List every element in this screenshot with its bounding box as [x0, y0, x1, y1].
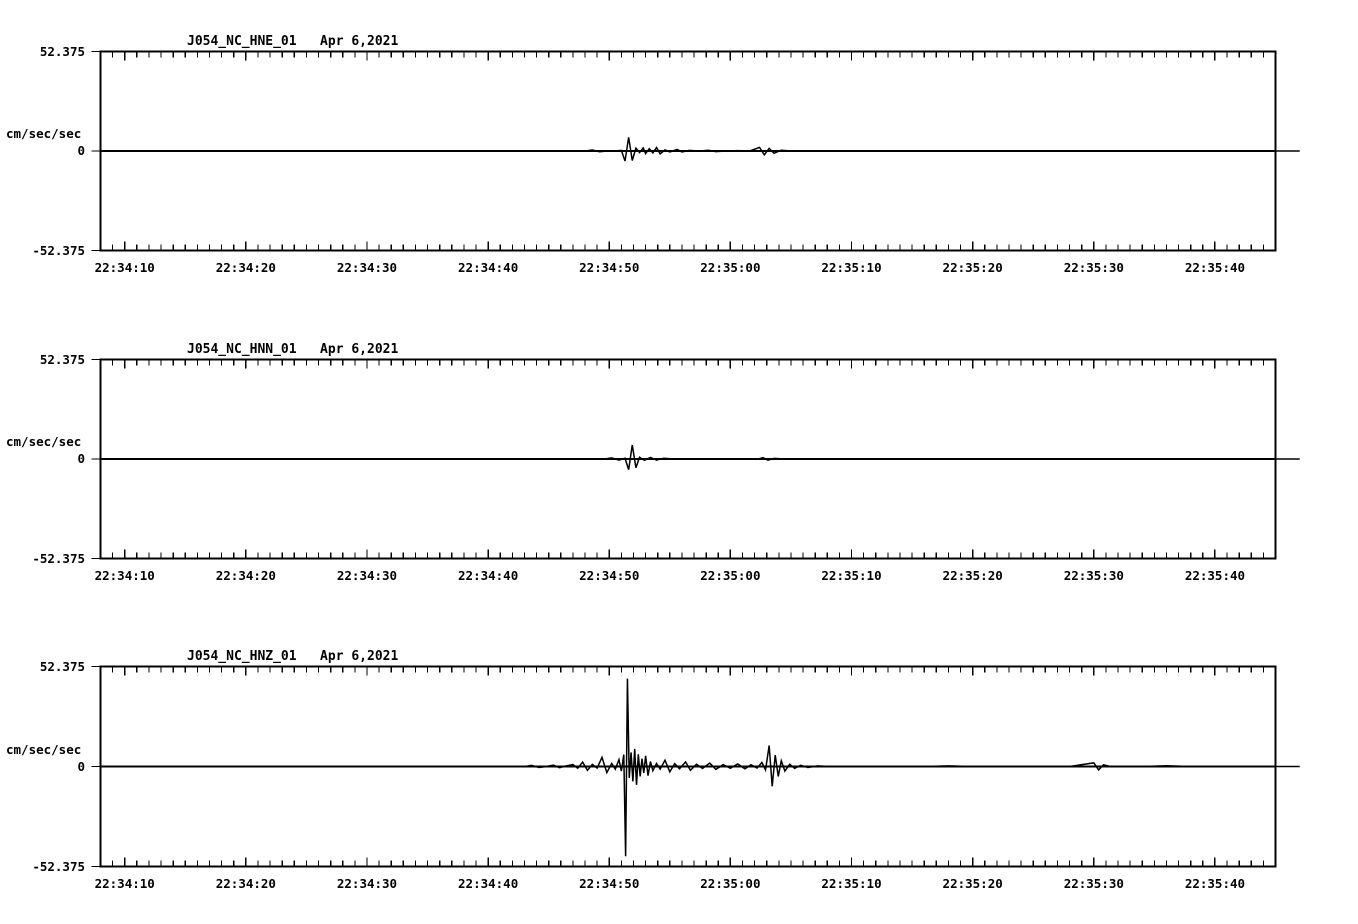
y-tick-label: 52.375 — [39, 658, 85, 674]
y-tick-label: -52.375 — [32, 242, 85, 258]
x-tick-label: 22:34:20 — [215, 875, 276, 891]
x-tick-label: 22:35:00 — [700, 875, 761, 891]
panel-title: J054_NC_HNE_01 Apr 6,2021 — [187, 33, 399, 49]
plot-frame — [99, 358, 1277, 560]
y-tick-label: 52.375 — [39, 351, 85, 367]
x-tick-label: 22:35:30 — [1063, 259, 1124, 275]
x-tick-label: 22:35:10 — [821, 875, 882, 891]
panel-title: J054_NC_HNZ_01 Apr 6,2021 — [187, 648, 399, 664]
x-tick-label: 22:34:30 — [336, 567, 398, 583]
x-tick-label: 22:34:20 — [215, 259, 276, 275]
x-tick-label: 22:35:40 — [1184, 567, 1246, 583]
axis-ticks — [91, 50, 1264, 252]
y-tick-label: -52.375 — [32, 858, 85, 874]
x-tick-label: 22:34:30 — [336, 259, 398, 275]
x-tick-label: 22:34:50 — [579, 567, 640, 583]
x-tick-label: 22:34:40 — [458, 875, 519, 891]
waveform-trace — [124, 137, 1300, 162]
x-tick-label: 22:35:00 — [700, 567, 761, 583]
x-tick-label: 22:34:10 — [94, 567, 155, 583]
x-tick-label: 22:35:40 — [1184, 259, 1246, 275]
y-axis-unit-label: cm/sec/sec — [6, 434, 82, 449]
y-tick-label: 0 — [77, 143, 85, 158]
axis-ticks — [91, 358, 1264, 560]
y-tick-label: 52.375 — [39, 43, 85, 59]
x-tick-label: 22:35:30 — [1063, 567, 1124, 583]
x-tick-label: 22:35:20 — [942, 259, 1003, 275]
y-axis-unit-label: cm/sec/sec — [6, 126, 82, 141]
x-tick-label: 22:35:30 — [1063, 875, 1124, 891]
x-tick-label: 22:34:10 — [94, 259, 155, 275]
x-tick-label: 22:35:00 — [700, 259, 761, 275]
x-tick-label: 22:34:40 — [458, 259, 519, 275]
x-tick-label: 22:34:10 — [94, 875, 155, 891]
x-tick-label: 22:34:40 — [458, 567, 519, 583]
x-tick-label: 22:35:20 — [942, 567, 1003, 583]
plot-frame — [99, 50, 1277, 252]
x-tick-label: 22:35:20 — [942, 875, 1003, 891]
plot-frame — [99, 665, 1277, 868]
x-tick-label: 22:35:40 — [1184, 875, 1246, 891]
y-tick-label: -52.375 — [32, 550, 85, 566]
x-tick-label: 22:34:50 — [579, 875, 640, 891]
waveform-trace — [124, 678, 1300, 857]
x-tick-label: 22:34:20 — [215, 567, 276, 583]
y-tick-label: 0 — [77, 451, 85, 466]
x-tick-label: 22:34:30 — [336, 875, 398, 891]
x-tick-label: 22:34:50 — [579, 259, 640, 275]
x-tick-label: 22:35:10 — [821, 567, 882, 583]
waveform-trace — [124, 444, 1300, 470]
x-tick-label: 22:35:10 — [821, 259, 882, 275]
y-axis-unit-label: cm/sec/sec — [6, 741, 82, 757]
axis-ticks — [91, 665, 1264, 868]
y-tick-label: 0 — [77, 758, 85, 774]
panel-title: J054_NC_HNN_01 Apr 6,2021 — [187, 341, 399, 357]
